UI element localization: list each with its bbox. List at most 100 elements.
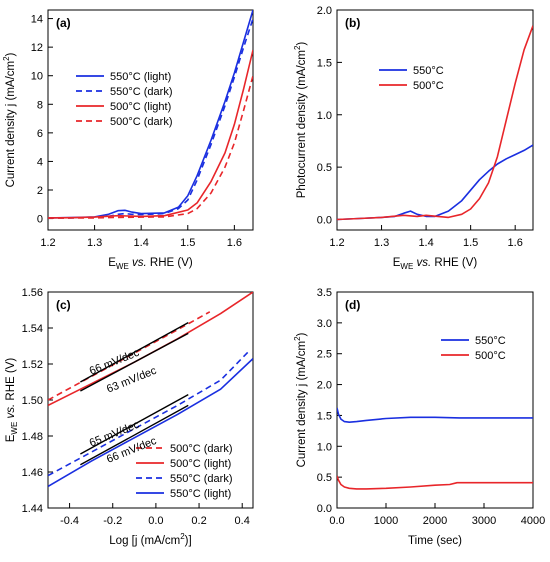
x-axis-title: EWE vs. RHE (V) — [108, 257, 193, 271]
x-tick-label: 1.6 — [508, 237, 523, 249]
y-tick-label: 14 — [31, 14, 43, 26]
series-line-3 — [48, 75, 253, 219]
y-tick-label: 2.0 — [317, 5, 332, 17]
x-tick-label: 1.3 — [374, 237, 389, 249]
y-tick-label: 0.0 — [317, 215, 332, 227]
x-tick-label: 0.0 — [148, 515, 163, 527]
x-tick-label: -0.4 — [60, 515, 79, 527]
x-axis-title: Log [j (mA/cm2)] — [109, 532, 191, 547]
y-tick-label: 2.0 — [317, 380, 332, 392]
legend: 550°C 500°C — [441, 335, 506, 362]
fit-line-1 — [80, 332, 189, 392]
legend-label-1: 500°C — [413, 80, 444, 92]
x-tick-label: 2000 — [423, 515, 447, 527]
legend-label-0: 550°C (light) — [110, 71, 171, 83]
legend-label-3: 500°C (dark) — [110, 116, 172, 128]
legend-label-0: 550°C — [413, 65, 444, 77]
fit-line-0 — [80, 321, 189, 383]
legend: 550°C (light) 550°C (dark) 500°C (light) 50… — [76, 71, 172, 128]
plot-frame — [336, 291, 534, 509]
y-tick-label: 1.46 — [22, 467, 43, 479]
y-tick-label: 4 — [37, 156, 43, 168]
x-tick-label: 0.4 — [235, 515, 250, 527]
x-tick-label: 3000 — [472, 515, 496, 527]
y-tick-label: 0.0 — [317, 503, 332, 515]
y-tick-label: 0.5 — [317, 162, 332, 174]
legend-label-1: 500°C (light) — [170, 458, 231, 470]
y-tick-label: 0 — [37, 214, 43, 226]
legend-label-0: 550°C — [475, 335, 506, 347]
x-tick-label: -0.2 — [103, 515, 122, 527]
panel-label: (a) — [56, 16, 71, 30]
y-tick-label: 12 — [31, 42, 43, 54]
series-line-0 — [337, 407, 533, 424]
x-tick-label: 1.5 — [463, 237, 478, 249]
legend: 500°C (dark) 500°C (light) 550°C (dark) 550… — [136, 443, 232, 500]
y-tick-label: 2 — [37, 185, 43, 197]
series-line-1 — [337, 475, 533, 490]
y-axis-title: Current density j (mA/cm2) — [293, 332, 308, 467]
series-line-3 — [48, 358, 253, 488]
x-tick-label: 0.0 — [329, 515, 344, 527]
x-tick-label: 4000 — [521, 515, 545, 527]
y-tick-label: 1.0 — [317, 110, 332, 122]
x-tick-label: 0.2 — [191, 515, 206, 527]
series-line-2 — [48, 49, 253, 219]
series-line-0 — [337, 144, 533, 221]
series-group — [337, 407, 533, 490]
series-line-0 — [48, 10, 253, 219]
y-tick-label: 1.54 — [22, 323, 43, 335]
panel-label: (d) — [345, 298, 360, 312]
x-axis-title: Time (sec) — [408, 535, 462, 547]
y-tick-label: 1.56 — [22, 287, 43, 299]
panel-label: (b) — [345, 16, 360, 30]
x-tick-label: 1.4 — [418, 237, 433, 249]
legend-label-2: 550°C (dark) — [170, 473, 232, 485]
y-tick-label: 1.52 — [22, 359, 43, 371]
fit-line-2 — [80, 393, 189, 455]
legend-label-0: 500°C (dark) — [170, 443, 232, 455]
y-axis-title: Photocurrent density (mA/cm2) — [293, 42, 308, 199]
plot-frame — [336, 9, 534, 231]
series-line-0 — [48, 311, 211, 401]
x-tick-label: 1.6 — [227, 237, 242, 249]
y-tick-label: 8 — [37, 99, 43, 111]
y-tick-label: 6 — [37, 128, 43, 140]
slope-annotation-1: 63 mV/dec — [105, 365, 159, 396]
series-group — [337, 25, 533, 221]
panel-d: 0.0 1000 2000 3000 4000 0.0 0.5 1.0 1.5 2.0 2.5 3.0… — [293, 287, 545, 547]
series-group — [48, 292, 253, 488]
legend-label-2: 500°C (light) — [110, 101, 171, 113]
y-tick-label: 3.0 — [317, 318, 332, 330]
x-tick-label: 1.3 — [87, 237, 102, 249]
legend-label-1: 550°C (dark) — [110, 86, 172, 98]
y-tick-label: 1.44 — [22, 503, 43, 515]
panel-a: 1.2 1.3 1.4 1.5 1.6 0 2 4 6 8 10 12 14 (a) EWE vs. RHE… — [2, 9, 254, 271]
x-axis-title: EWE vs. RHE (V) — [393, 257, 478, 271]
legend: 550°C 500°C — [379, 65, 444, 92]
panel-b: 1.2 1.3 1.4 1.5 1.6 0.0 0.5 1.0 1.5 2.0 (b) EWE vs.… — [293, 5, 534, 271]
panel-c: -0.4 -0.2 0.0 0.2 0.4 1.44 1.46 1.48 1.50 1.52 1.5… — [5, 287, 254, 547]
y-tick-label: 1.5 — [317, 410, 332, 422]
y-tick-label: 1.0 — [317, 441, 332, 453]
y-tick-label: 1.48 — [22, 431, 43, 443]
y-tick-label: 3.5 — [317, 287, 332, 299]
y-tick-label: 0.5 — [317, 472, 332, 484]
x-tick-label: 1.2 — [40, 237, 55, 249]
x-tick-label: 1.5 — [180, 237, 195, 249]
series-line-2 — [48, 350, 250, 477]
y-axis-title: EWE vs. RHE (V) — [5, 358, 19, 443]
y-tick-label: 2.5 — [317, 349, 332, 361]
legend-label-3: 550°C (light) — [170, 488, 231, 500]
y-tick-label: 1.50 — [22, 395, 43, 407]
series-group — [48, 10, 253, 219]
series-line-1 — [337, 25, 533, 221]
panel-label: (c) — [56, 298, 71, 312]
x-tick-label: 1.2 — [329, 237, 344, 249]
plot-frame — [47, 9, 254, 231]
y-axis-title: Current density j (mA/cm2) — [2, 52, 17, 187]
y-tick-label: 10 — [31, 71, 43, 83]
y-tick-label: 1.5 — [317, 57, 332, 69]
x-tick-label: 1.4 — [134, 237, 149, 249]
